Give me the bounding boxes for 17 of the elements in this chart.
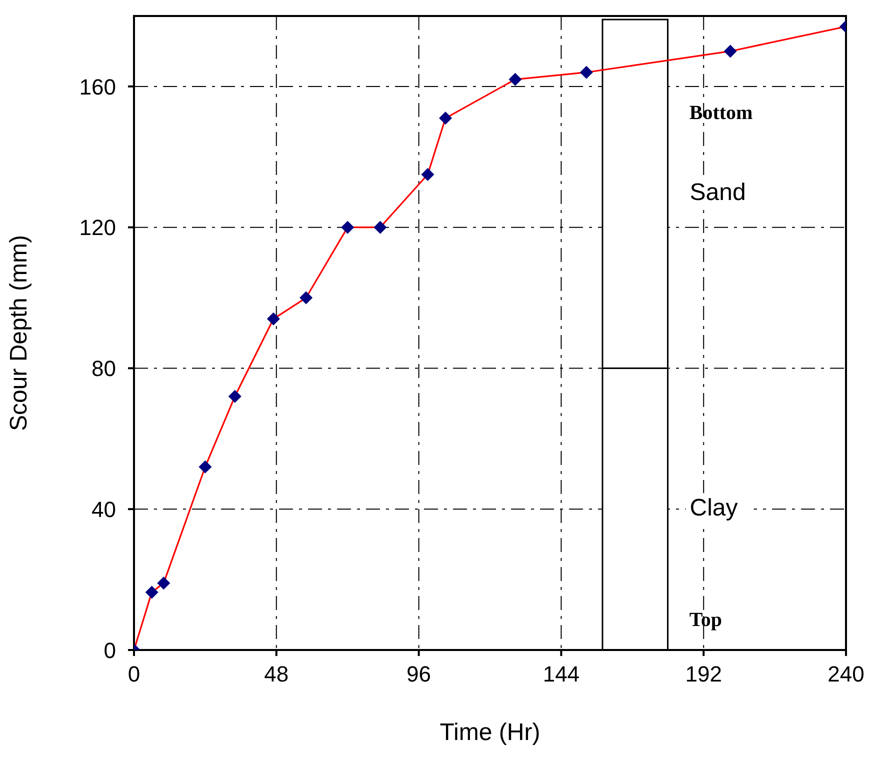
series-label: Clay	[690, 494, 738, 522]
series-label: Sand	[690, 179, 746, 206]
x-tick-label: 144	[542, 662, 580, 687]
x-tick-label: 96	[406, 662, 432, 687]
x-axis-title: Time (Hr)	[440, 719, 540, 746]
y-tick-label: 120	[79, 215, 116, 240]
x-tick-label: 240	[828, 662, 864, 687]
y-tick-label: 80	[92, 356, 116, 382]
x-tick-label: 48	[264, 662, 289, 687]
y-tick-label: 0	[104, 638, 116, 663]
x-tick-label: 0	[128, 662, 140, 687]
y-tick-label: 160	[79, 74, 116, 100]
y-axis-title: Scour Depth (mm)	[6, 234, 33, 432]
y-tick-label: 40	[92, 496, 116, 522]
x-tick-label: 192	[685, 662, 722, 687]
annotation: Bottom	[689, 102, 754, 124]
annotation: Top	[689, 609, 722, 632]
